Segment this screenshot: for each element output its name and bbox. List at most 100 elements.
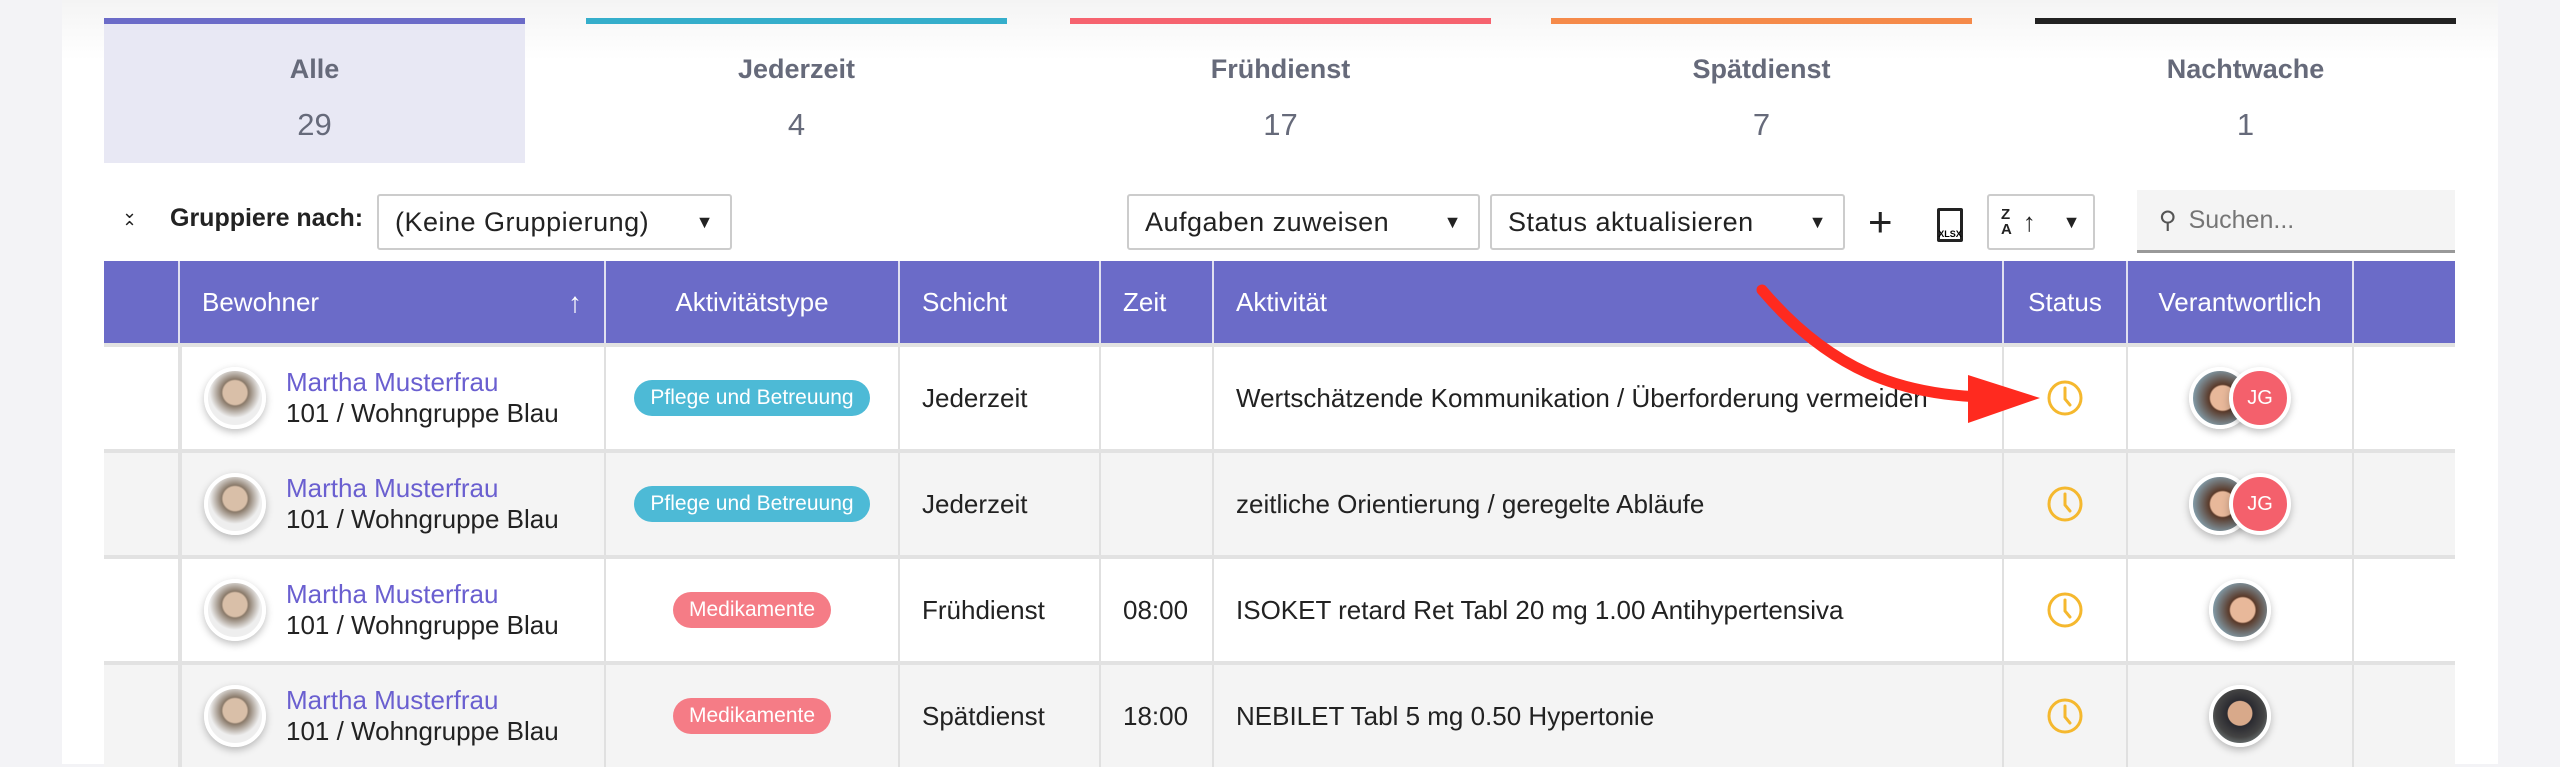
assignees[interactable]: JG: [2189, 473, 2291, 535]
tab-count: 17: [1263, 107, 1298, 142]
tab-count: 29: [297, 107, 332, 142]
update-status-label: Status aktualisieren: [1508, 206, 1754, 237]
activity-type-badge: Medikamente: [672, 698, 832, 734]
xlsx-file-icon[interactable]: XLSX: [1937, 208, 1963, 242]
assign-tasks-label: Aufgaben zuweisen: [1145, 206, 1390, 237]
cell-zeit: 18:00: [1099, 665, 1212, 767]
pending-clock-icon[interactable]: [2045, 378, 2085, 418]
cell-: [104, 347, 178, 449]
tab-color-bar: [1551, 18, 1972, 24]
cell-zeit: [1099, 347, 1212, 449]
assignees[interactable]: [2209, 685, 2271, 747]
assignees[interactable]: [2209, 579, 2271, 641]
cell-status: [2002, 453, 2126, 555]
column-header-label: Verantwortlich: [2158, 287, 2322, 317]
cell-bewohner: Martha Musterfrau 101 / Wohngruppe Blau: [178, 559, 604, 661]
cell-status: [2002, 665, 2126, 767]
column-header-3[interactable]: Schicht: [898, 261, 1099, 344]
tab-count: 4: [787, 107, 806, 142]
table-header: Bewohner ↑ Aktivitätstype Schicht Zeit Aktivi…: [104, 261, 2455, 344]
resident-name-link[interactable]: Martha Musterfrau: [286, 367, 499, 397]
cell-schicht: Jederzeit: [898, 347, 1099, 449]
cell-: [2352, 453, 2455, 555]
sort-dropdown[interactable]: Z A ↑ ▼: [1987, 194, 2095, 250]
activity-type-badge: Medikamente: [672, 592, 832, 628]
caret-down-icon: ▼: [695, 211, 714, 232]
resident-avatar: [204, 685, 266, 747]
tab-2[interactable]: Frühdienst 17: [1070, 18, 1491, 163]
cell-bewohner: Martha Musterfrau 101 / Wohngruppe Blau: [178, 453, 604, 555]
pending-clock-icon[interactable]: [2045, 696, 2085, 736]
cell-verantwortlich: JG: [2126, 347, 2352, 449]
cell-aktivität: NEBILET Tabl 5 mg 0.50 Hypertonie: [1212, 665, 2002, 767]
column-header-2[interactable]: Aktivitätstype: [604, 261, 898, 344]
column-header-1[interactable]: Bewohner ↑: [178, 261, 604, 344]
assignees[interactable]: JG: [2189, 367, 2291, 429]
column-header-7[interactable]: Verantwortlich: [2126, 261, 2352, 344]
cell-status: [2002, 559, 2126, 661]
column-header-label: Zeit: [1123, 287, 1167, 317]
tab-count: 1: [2236, 107, 2255, 142]
tab-4[interactable]: Nachtwache 1: [2035, 18, 2456, 163]
tab-count: 7: [1752, 107, 1771, 142]
pending-clock-icon[interactable]: [2045, 484, 2085, 524]
table-row[interactable]: Martha Musterfrau 101 / Wohngruppe Blau Pf…: [104, 449, 2455, 555]
avatar-initials: JG: [2229, 473, 2291, 535]
column-header-label: Status: [2028, 287, 2102, 317]
avatar-photo: [2209, 579, 2271, 641]
search-field[interactable]: ⚲: [2137, 190, 2455, 253]
tab-color-bar: [586, 18, 1007, 24]
cell-aktivitätstype: Medikamente: [604, 665, 898, 767]
collapse-toggle-icon[interactable]: ⌄ ⌃: [122, 202, 138, 238]
resident-name-link[interactable]: Martha Musterfrau: [286, 579, 499, 609]
update-status-dropdown[interactable]: Status aktualisieren ▼: [1490, 194, 1845, 250]
column-header-0[interactable]: [104, 261, 178, 344]
cell-aktivitätstype: Pflege und Betreuung: [604, 347, 898, 449]
cell-schicht: Spätdienst: [898, 665, 1099, 767]
group-by-label: Gruppiere nach:: [170, 204, 364, 232]
cell-verantwortlich: JG: [2126, 453, 2352, 555]
column-header-label: Bewohner: [202, 287, 320, 317]
shift: Jederzeit: [922, 382, 1028, 413]
tab-color-bar: [2035, 18, 2456, 24]
assign-tasks-dropdown[interactable]: Aufgaben zuweisen ▼: [1127, 194, 1480, 250]
cell-schicht: Frühdienst: [898, 559, 1099, 661]
column-header-8[interactable]: [2352, 261, 2455, 344]
column-header-label: Aktivitätstype: [675, 287, 829, 317]
cell-zeit: [1099, 453, 1212, 555]
search-input[interactable]: [2188, 205, 2429, 235]
table-row[interactable]: Martha Musterfrau 101 / Wohngruppe Blau Pf…: [104, 343, 2455, 449]
activity: Wertschätzende Kommunikation / Überforde…: [1236, 382, 1928, 413]
tab-color-bar: [1070, 18, 1491, 24]
resident-name-link[interactable]: Martha Musterfrau: [286, 473, 499, 503]
pending-clock-icon[interactable]: [2045, 590, 2085, 630]
cell-verantwortlich: [2126, 665, 2352, 767]
tab-0[interactable]: Alle 29: [104, 18, 525, 163]
table-row[interactable]: Martha Musterfrau 101 / Wohngruppe Blau Me…: [104, 661, 2455, 767]
tab-1[interactable]: Jederzeit 4: [586, 18, 1007, 163]
activity: NEBILET Tabl 5 mg 0.50 Hypertonie: [1236, 700, 1655, 731]
time: 08:00: [1123, 594, 1189, 625]
caret-down-icon: ▼: [1443, 211, 1462, 232]
cell-aktivitätstype: Pflege und Betreuung: [604, 453, 898, 555]
avatar-initials: JG: [2229, 367, 2291, 429]
activity-type-badge: Pflege und Betreuung: [634, 380, 870, 416]
shift: Spätdienst: [922, 700, 1045, 731]
column-header-6[interactable]: Status: [2002, 261, 2126, 344]
tab-3[interactable]: Spätdienst 7: [1551, 18, 1972, 163]
shift: Jederzeit: [922, 488, 1028, 519]
column-header-5[interactable]: Aktivität: [1212, 261, 2002, 344]
group-by-select[interactable]: (Keine Gruppierung) ▼: [377, 194, 732, 250]
table-row[interactable]: Martha Musterfrau 101 / Wohngruppe Blau Me…: [104, 555, 2455, 661]
resident-room: 101 / Wohngruppe Blau: [286, 398, 559, 428]
sort-asc-icon[interactable]: ↑: [568, 286, 582, 318]
plus-icon[interactable]: +: [1868, 198, 1893, 245]
column-header-4[interactable]: Zeit: [1099, 261, 1212, 344]
resident-name-link[interactable]: Martha Musterfrau: [286, 685, 499, 715]
tab-label: Spätdienst: [1692, 54, 1831, 84]
resident-room: 101 / Wohngruppe Blau: [286, 716, 559, 746]
column-header-label: Aktivität: [1236, 287, 1328, 317]
cell-aktivität: ISOKET retard Ret Tabl 20 mg 1.00 Antihy…: [1212, 559, 2002, 661]
tab-label: Frühdienst: [1210, 54, 1351, 84]
